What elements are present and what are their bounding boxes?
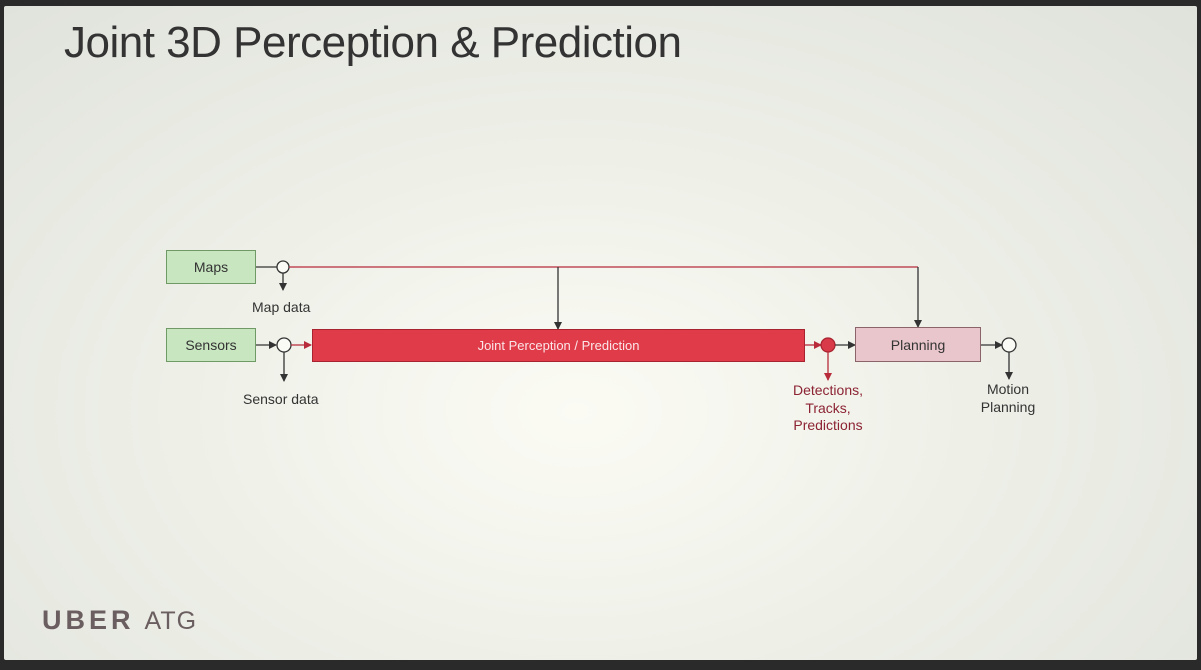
maps-box: Maps <box>166 250 256 284</box>
slide-title: Joint 3D Perception & Prediction <box>64 18 682 67</box>
motion-planning-line-1: Motion <box>986 381 1030 397</box>
detections-line-2: Tracks, <box>805 399 851 416</box>
motion-planning-node <box>1001 337 1017 353</box>
joint-perception-prediction-label: Joint Perception / Prediction <box>477 338 640 353</box>
logo-brand: UBER <box>42 605 135 635</box>
sensors-box: Sensors <box>166 328 256 362</box>
planning-label: Planning <box>890 336 946 353</box>
motion-planning-label: Motion Planning <box>958 381 1058 416</box>
detections-label: Detections, Tracks, Predictions <box>768 382 888 435</box>
maps-label: Maps <box>193 259 229 275</box>
map-data-label: Map data <box>252 299 311 315</box>
sensor-data-label: Sensor data <box>243 391 319 407</box>
sensor-data-node <box>276 337 292 353</box>
detections-node <box>820 337 836 353</box>
detections-line-3: Predictions <box>793 417 863 433</box>
uber-atg-logo: UBER ATG <box>42 605 197 636</box>
planning-box: Planning <box>855 327 981 362</box>
sensors-label: Sensors <box>185 337 237 353</box>
motion-planning-line-2: Planning <box>980 398 1036 415</box>
map-data-node <box>276 260 290 274</box>
joint-perception-prediction-box: Joint Perception / Prediction <box>312 329 805 362</box>
logo-suffix: ATG <box>144 607 198 635</box>
detections-line-1: Detections, <box>792 382 864 398</box>
